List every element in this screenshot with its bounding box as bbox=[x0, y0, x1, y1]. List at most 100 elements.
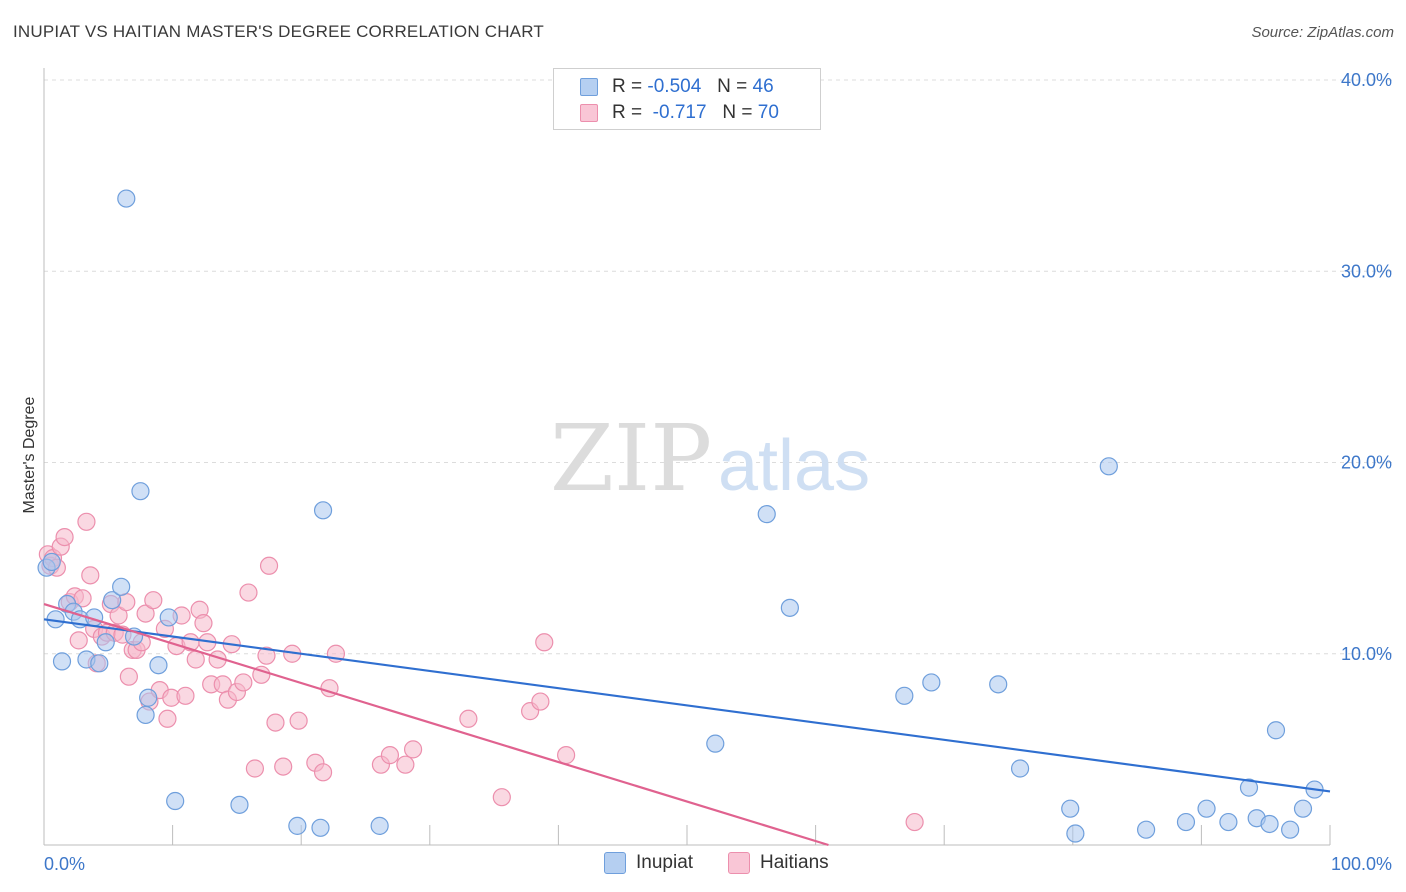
data-point-haitians bbox=[55, 527, 74, 547]
data-point-haitians bbox=[245, 759, 265, 778]
trend-layer bbox=[43, 602, 1331, 847]
stats-legend: R = -0.504 N = 46 R = -0.717 N = 70 bbox=[553, 68, 821, 130]
watermark-atlas: atlas bbox=[718, 426, 870, 506]
data-point-inupiat bbox=[1010, 759, 1030, 778]
data-point-inupiat bbox=[139, 688, 158, 707]
legend-swatch-inupiat bbox=[604, 852, 626, 874]
data-point-haitians bbox=[81, 566, 100, 585]
data-point-inupiat bbox=[313, 501, 333, 520]
data-point-inupiat bbox=[166, 791, 185, 811]
data-point-inupiat bbox=[1061, 799, 1080, 818]
data-point-haitians bbox=[176, 686, 195, 705]
data-point-inupiat bbox=[989, 675, 1008, 694]
data-point-haitians bbox=[136, 604, 155, 623]
series-haitians bbox=[38, 512, 924, 832]
data-point-haitians bbox=[905, 812, 924, 832]
x-tick-label: 100.0% bbox=[1331, 854, 1392, 874]
data-point-inupiat bbox=[1137, 820, 1156, 839]
trend-line-inupiat bbox=[43, 618, 1331, 793]
data-point-haitians bbox=[380, 746, 400, 765]
data-point-haitians bbox=[313, 763, 333, 782]
data-point-haitians bbox=[492, 788, 511, 807]
data-point-inupiat bbox=[136, 705, 155, 725]
chart-title: INUPIAT VS HAITIAN MASTER'S DEGREE CORRE… bbox=[13, 22, 544, 41]
data-point-haitians bbox=[77, 512, 96, 531]
data-point-inupiat bbox=[90, 654, 109, 673]
data-point-haitians bbox=[234, 673, 253, 692]
data-point-inupiat bbox=[1176, 812, 1196, 832]
data-point-inupiat bbox=[159, 608, 178, 627]
data-point-inupiat bbox=[103, 591, 122, 610]
legend-r-label: R = bbox=[612, 76, 643, 97]
y-axis-title: Master's Degree bbox=[21, 396, 38, 513]
watermark: ZIP atlas bbox=[550, 405, 870, 512]
legend-item-inupiat[interactable]: Inupiat bbox=[604, 852, 693, 874]
data-point-inupiat bbox=[922, 673, 941, 692]
data-point-inupiat bbox=[117, 189, 136, 208]
data-point-haitians bbox=[259, 556, 279, 575]
axis-layer bbox=[43, 68, 1331, 846]
x-tick-label: 0.0% bbox=[44, 854, 85, 874]
legend-label-inupiat: Inupiat bbox=[636, 852, 694, 873]
data-point-inupiat bbox=[42, 552, 61, 572]
y-tick-label: 40.0% bbox=[1341, 70, 1392, 90]
y-tick-label: 10.0% bbox=[1341, 644, 1392, 664]
grid-layer bbox=[44, 79, 1392, 655]
chart-source: Source: ZipAtlas.com bbox=[1251, 24, 1394, 41]
data-point-inupiat bbox=[288, 816, 307, 835]
y-tick-label: 20.0% bbox=[1341, 453, 1392, 473]
data-point-haitians bbox=[403, 740, 423, 759]
data-point-inupiat bbox=[895, 686, 914, 705]
data-point-haitians bbox=[531, 692, 550, 711]
y-tick-label: 30.0% bbox=[1341, 261, 1392, 281]
data-point-haitians bbox=[459, 709, 478, 728]
legend-r-value: -0.717 bbox=[652, 102, 707, 123]
data-point-haitians bbox=[119, 667, 138, 686]
data-point-inupiat bbox=[149, 656, 168, 675]
data-point-inupiat bbox=[1066, 824, 1085, 843]
bottom-legend: Inupiat Haitians bbox=[0, 852, 1406, 878]
legend-n-label: N = bbox=[717, 76, 748, 97]
data-point-haitians bbox=[274, 757, 293, 776]
trend-line-haitians bbox=[43, 602, 829, 847]
data-point-inupiat bbox=[1239, 778, 1259, 797]
legend-swatch-haitians bbox=[580, 104, 598, 122]
data-point-haitians bbox=[144, 591, 163, 610]
legend-label-haitians: Haitians bbox=[760, 852, 829, 873]
data-point-inupiat bbox=[757, 505, 776, 524]
series-inupiat bbox=[37, 189, 1324, 843]
data-point-inupiat bbox=[230, 795, 249, 814]
data-point-haitians bbox=[266, 713, 285, 732]
legend-n-value: 46 bbox=[752, 76, 774, 97]
tick-layer: 10.0% 20.0% 30.0% 40.0% 0.0% 100.0% bbox=[44, 70, 1392, 874]
data-point-inupiat bbox=[706, 734, 725, 753]
legend-r-value: -0.504 bbox=[647, 76, 702, 97]
data-point-haitians bbox=[257, 646, 276, 665]
data-point-inupiat bbox=[780, 598, 799, 617]
data-point-inupiat bbox=[112, 577, 131, 596]
data-point-haitians bbox=[396, 755, 415, 774]
data-point-inupiat bbox=[131, 482, 150, 501]
data-point-inupiat bbox=[96, 633, 115, 652]
data-point-inupiat bbox=[1197, 799, 1216, 818]
data-point-haitians bbox=[69, 631, 88, 650]
legend-item-haitians[interactable]: Haitians bbox=[728, 852, 829, 874]
data-point-haitians bbox=[109, 606, 128, 625]
legend-n-value: 70 bbox=[757, 102, 779, 123]
data-point-inupiat bbox=[1281, 820, 1300, 839]
data-point-haitians bbox=[158, 709, 177, 728]
data-point-inupiat bbox=[52, 652, 72, 671]
legend-row-inupiat: R = -0.504 N = 46 bbox=[612, 75, 774, 99]
data-point-haitians bbox=[557, 746, 576, 765]
data-point-inupiat bbox=[1266, 721, 1286, 740]
legend-row-haitians: R = -0.717 N = 70 bbox=[612, 101, 779, 125]
data-point-inupiat bbox=[1099, 457, 1118, 476]
data-point-inupiat bbox=[1219, 812, 1238, 832]
data-point-inupiat bbox=[1293, 799, 1313, 818]
data-point-haitians bbox=[194, 614, 213, 633]
watermark-zip: ZIP bbox=[550, 405, 712, 512]
data-point-haitians bbox=[289, 711, 308, 730]
data-point-haitians bbox=[535, 633, 554, 652]
data-point-inupiat bbox=[370, 816, 389, 835]
